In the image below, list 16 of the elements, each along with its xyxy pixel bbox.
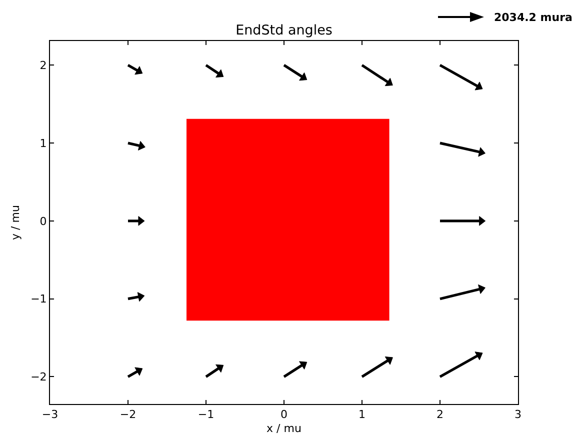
y-tick-label: −2 bbox=[30, 370, 47, 384]
y-tick-label: 2 bbox=[40, 59, 47, 72]
x-tick-label: −3 bbox=[42, 408, 58, 422]
x-tick-label: 3 bbox=[514, 408, 522, 422]
x-tick-label: −2 bbox=[120, 408, 136, 422]
y-tick-label: 1 bbox=[40, 136, 47, 150]
x-tick-label: 2 bbox=[436, 408, 444, 422]
x-tick-label: 1 bbox=[358, 408, 366, 422]
y-axis-title: y / mu bbox=[9, 205, 22, 240]
x-tick-label: 0 bbox=[280, 408, 288, 422]
x-axis-title: x / mu bbox=[266, 422, 302, 435]
x-tick-label: −1 bbox=[198, 408, 214, 422]
y-tick-label: 0 bbox=[40, 214, 47, 228]
text: 2034.2 mura bbox=[494, 11, 572, 24]
chart-title: EndStd angles bbox=[236, 22, 332, 39]
y-tick-label: −1 bbox=[30, 292, 47, 306]
